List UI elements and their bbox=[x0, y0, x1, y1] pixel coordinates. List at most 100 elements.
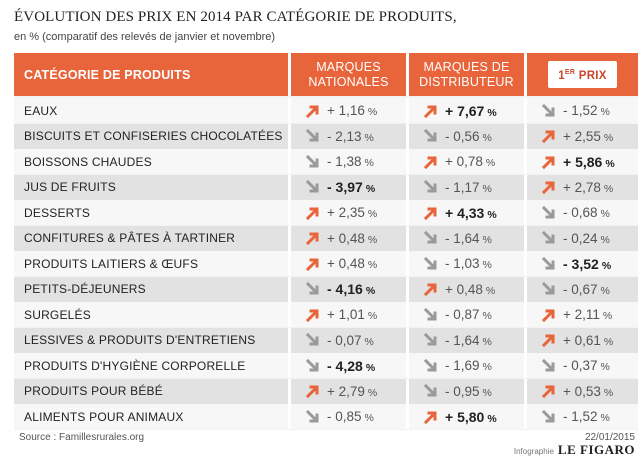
value-unit: % bbox=[602, 310, 613, 322]
value-unit: % bbox=[364, 157, 374, 169]
value-label: + 2,11% bbox=[563, 307, 612, 322]
value-number: + 0,48 bbox=[327, 230, 365, 246]
brand-logo: LE FIGARO bbox=[557, 442, 635, 457]
column-divider bbox=[406, 149, 409, 174]
value-unit: % bbox=[364, 335, 374, 348]
arrow-down-right-icon bbox=[423, 179, 437, 193]
value-cell: - 0,07% bbox=[305, 328, 405, 353]
value-label: + 5,80% bbox=[445, 409, 497, 425]
value-number: - 0,95 bbox=[445, 383, 480, 399]
value-cell: - 1,64% bbox=[423, 328, 523, 353]
value-cell: + 2,35% bbox=[305, 200, 405, 225]
header-divider bbox=[406, 53, 409, 96]
row-category: BISCUITS ET CONFISERIES CHOCOLATÉES bbox=[24, 129, 283, 143]
chart-title: ÉVOLUTION DES PRIX EN 2014 PAR CATÉGORIE… bbox=[14, 9, 457, 25]
value-cell: - 3,97% bbox=[305, 175, 405, 200]
value-cell: - 4,28% bbox=[305, 353, 405, 378]
value-cell: - 3,52% bbox=[541, 251, 637, 276]
value-unit: % bbox=[482, 131, 492, 144]
value-unit: % bbox=[482, 233, 492, 246]
arrow-down-right-icon bbox=[423, 128, 437, 142]
value-label: - 0,24% bbox=[563, 231, 610, 246]
value-cell: + 0,61% bbox=[541, 328, 637, 353]
value-cell: - 1,38% bbox=[305, 149, 405, 174]
value-label: - 1,03% bbox=[445, 256, 492, 271]
value-cell: - 1,52% bbox=[541, 404, 637, 429]
row-category: SURGELÉS bbox=[24, 307, 91, 322]
column-divider bbox=[288, 98, 291, 123]
value-number: - 0,56 bbox=[445, 128, 480, 144]
table-row: ALIMENTS POUR ANIMAUX - 0,85% + 5,80% - 1,5… bbox=[14, 404, 638, 429]
value-unit: % bbox=[603, 335, 614, 348]
premier-prix-badge: 1ER PRIX bbox=[548, 61, 617, 88]
value-number: - 1,03 bbox=[445, 256, 480, 271]
value-label: - 0,67% bbox=[563, 282, 610, 297]
value-number: + 5,86 bbox=[563, 153, 603, 170]
value-label: + 0,53% bbox=[563, 384, 613, 399]
value-label: + 0,78% bbox=[445, 154, 495, 169]
table-row: PRODUITS POUR BÉBÉ + 2,79% - 0,95% + 0,53% bbox=[14, 378, 638, 404]
column-divider bbox=[524, 123, 527, 149]
credit-prefix: Infographie bbox=[513, 447, 554, 456]
infographic-credit: Infographie LE FIGARO bbox=[514, 442, 635, 458]
arrow-down-right-icon bbox=[423, 256, 437, 269]
arrow-up-right-icon bbox=[423, 207, 437, 220]
value-number: + 0,61 bbox=[563, 332, 601, 348]
value-label: - 3,52% bbox=[563, 256, 611, 272]
column-divider bbox=[524, 98, 527, 123]
value-cell: - 2,13% bbox=[305, 124, 405, 149]
arrow-up-right-icon bbox=[541, 385, 555, 399]
arrow-down-right-icon bbox=[305, 154, 319, 167]
value-number: - 0,87 bbox=[445, 307, 480, 322]
value-unit: % bbox=[487, 412, 497, 425]
value-cell: - 1,17% bbox=[423, 175, 523, 200]
column-divider bbox=[288, 149, 291, 174]
header-marques-nationales-label: MARQUES NATIONALES bbox=[308, 59, 389, 89]
value-cell: - 4,16% bbox=[305, 277, 405, 302]
column-divider bbox=[406, 302, 409, 327]
column-divider bbox=[524, 327, 527, 353]
value-label: - 1,17% bbox=[445, 180, 492, 195]
value-cell: + 0,48% bbox=[305, 226, 405, 251]
column-divider bbox=[524, 149, 527, 174]
value-cell: + 2,78% bbox=[541, 175, 637, 200]
value-number: - 1,52 bbox=[563, 103, 598, 118]
value-unit: % bbox=[601, 259, 612, 272]
row-category: PRODUITS LAITIERS & ŒUFS bbox=[24, 256, 199, 271]
value-unit: % bbox=[485, 157, 496, 169]
value-label: + 0,48% bbox=[445, 282, 495, 297]
value-label: + 7,67% bbox=[445, 103, 497, 119]
column-divider bbox=[406, 174, 409, 200]
arrow-down-right-icon bbox=[423, 230, 437, 244]
column-divider bbox=[288, 225, 291, 251]
column-divider bbox=[406, 200, 409, 225]
column-divider bbox=[288, 276, 291, 302]
table-row: PETITS-DÉJEUNERS - 4,16% + 0,48% - 0,67% bbox=[14, 276, 638, 302]
arrow-up-right-icon bbox=[423, 411, 437, 424]
value-unit: % bbox=[600, 233, 610, 246]
value-label: - 1,69% bbox=[445, 358, 492, 373]
arrow-down-right-icon bbox=[541, 256, 555, 269]
value-unit: % bbox=[482, 259, 492, 271]
column-divider bbox=[406, 404, 409, 429]
value-cell: - 0,56% bbox=[423, 124, 523, 149]
value-unit: % bbox=[600, 361, 610, 373]
column-divider bbox=[288, 404, 291, 429]
column-divider bbox=[406, 353, 409, 378]
value-cell: - 0,24% bbox=[541, 226, 637, 251]
value-cell: + 0,78% bbox=[423, 149, 523, 174]
value-label: + 0,48% bbox=[327, 256, 377, 271]
value-unit: % bbox=[600, 284, 610, 297]
arrow-up-right-icon bbox=[541, 309, 555, 322]
value-unit: % bbox=[367, 208, 378, 220]
value-unit: % bbox=[603, 386, 614, 399]
value-number: + 5,80 bbox=[445, 408, 485, 425]
column-divider bbox=[406, 123, 409, 149]
header-premier-prix: 1ER PRIX bbox=[527, 53, 638, 96]
value-unit: % bbox=[487, 208, 497, 221]
value-unit: % bbox=[600, 412, 610, 424]
value-number: + 0,78 bbox=[445, 154, 483, 169]
value-cell: - 0,68% bbox=[541, 200, 637, 225]
value-unit: % bbox=[482, 310, 492, 322]
value-unit: % bbox=[603, 131, 614, 144]
